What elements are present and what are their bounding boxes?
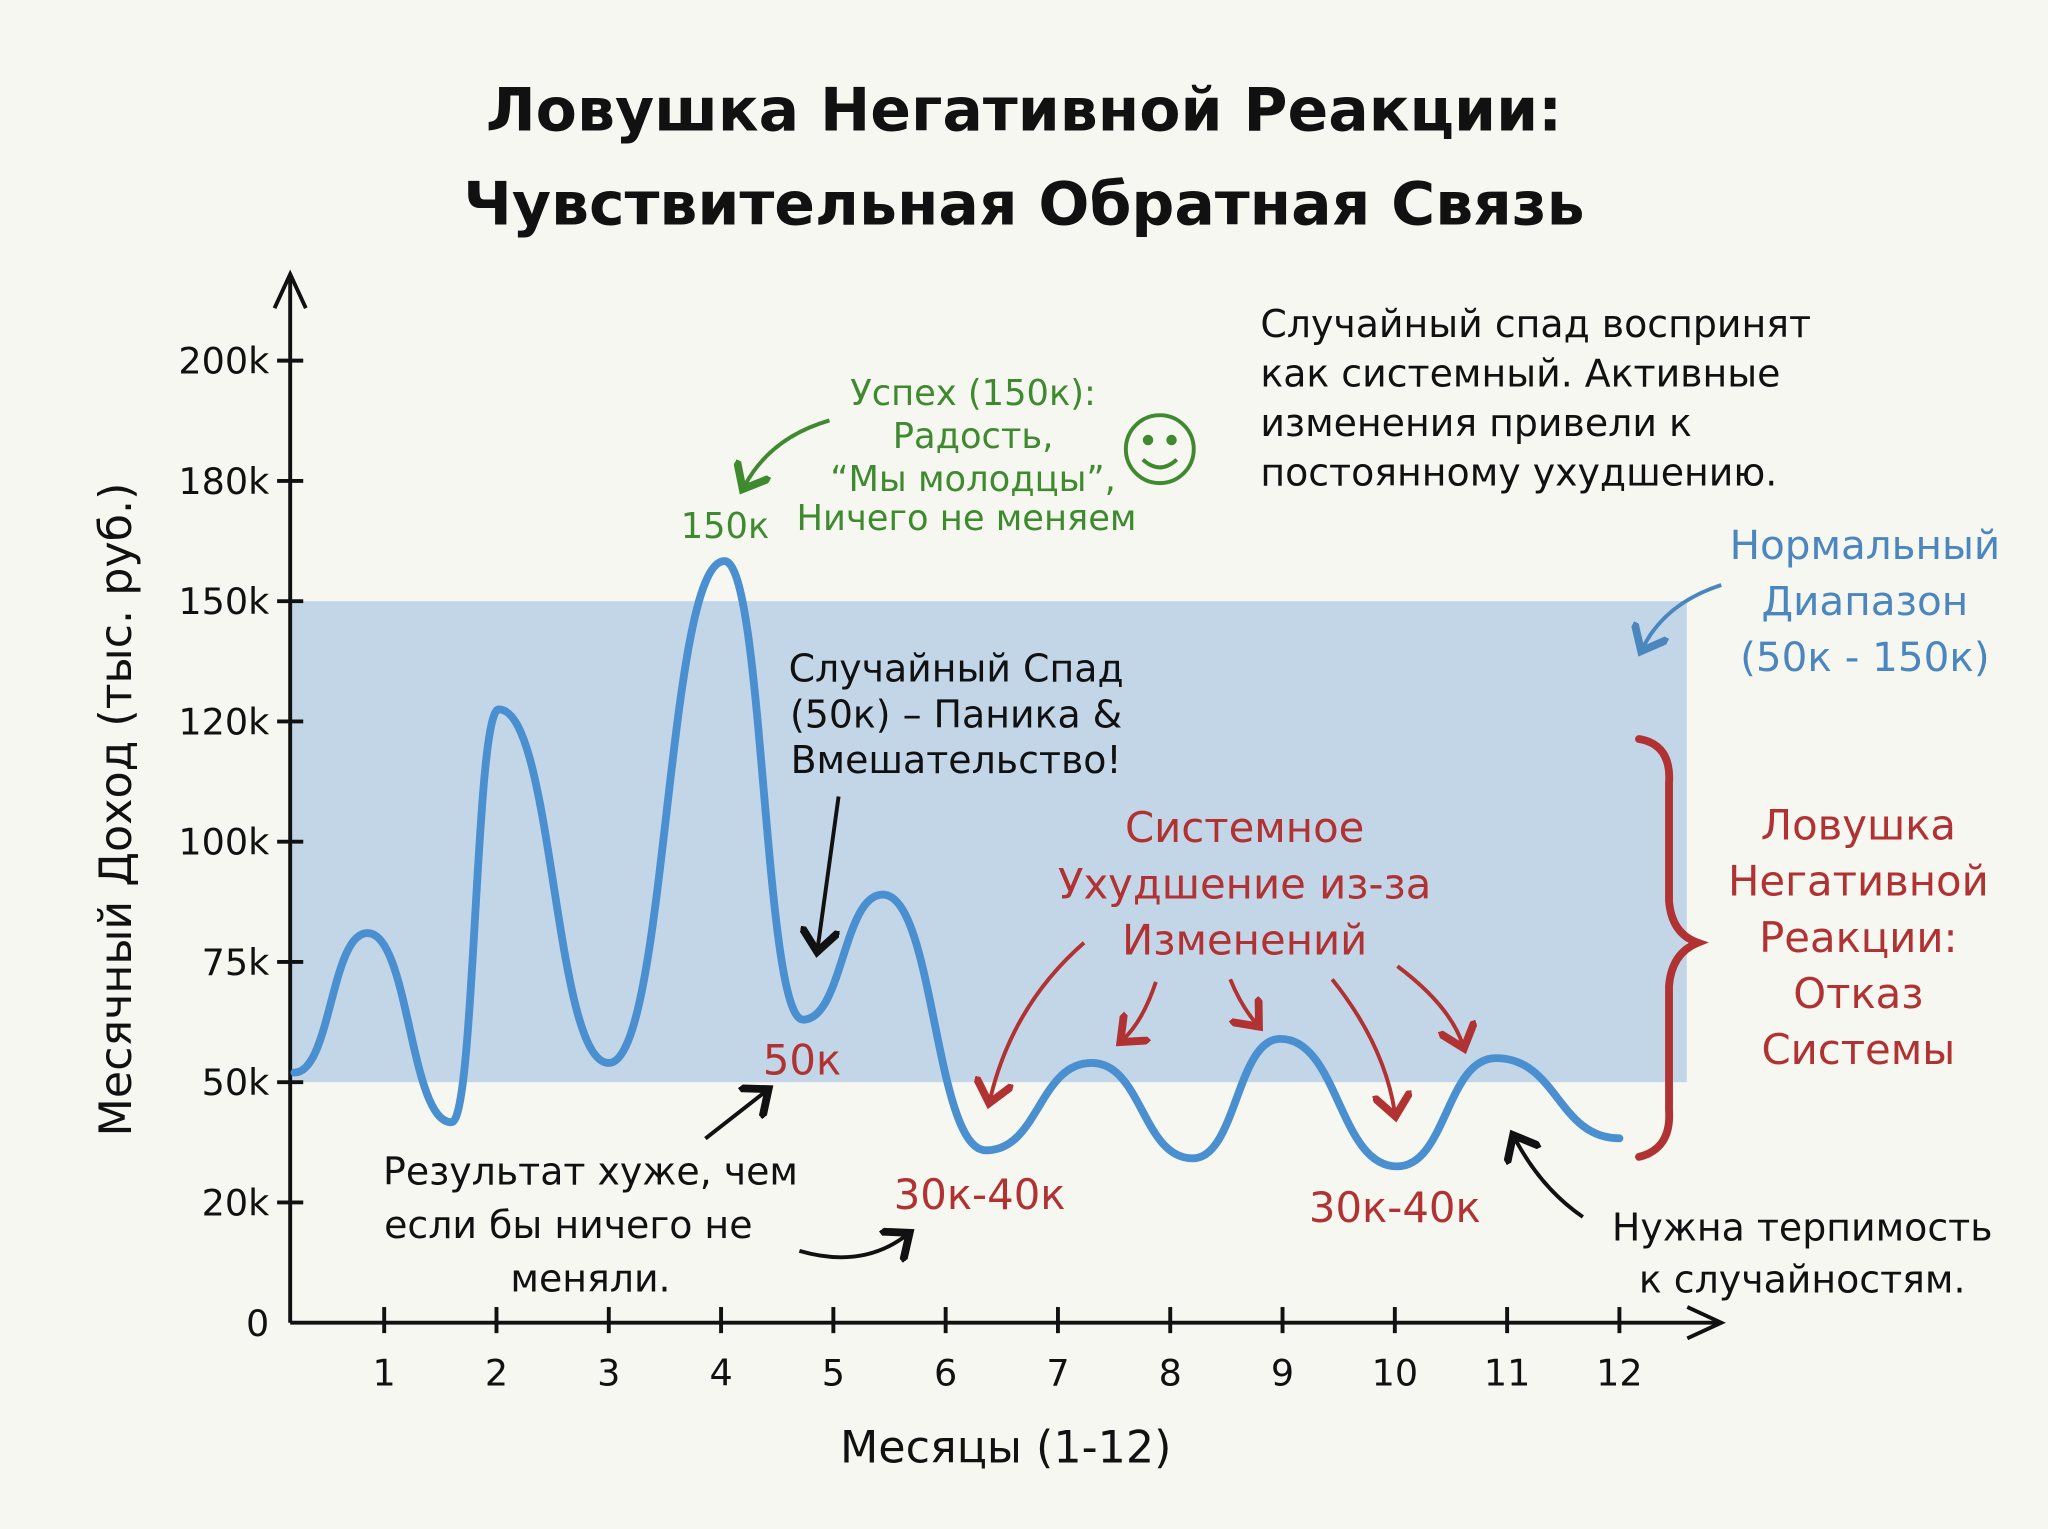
x-tick-label: 11 [1484,1351,1531,1394]
svg-text:Случайный Спад: Случайный Спад [789,647,1124,691]
smiley-icon [1123,413,1196,486]
x-tick-label: 6 [934,1351,957,1394]
y-tick-label: 120k [178,700,270,743]
svg-text:Нормальный: Нормальный [1730,521,2001,569]
svg-text:Системное: Системное [1125,803,1364,852]
svg-text:Нужна терпимость: Нужна терпимость [1612,1205,1993,1249]
svg-text:Ничего не меняем: Ничего не меняем [797,498,1137,539]
worse-arrow-up-icon [704,1092,765,1141]
y-tick-label: 0 [246,1302,269,1345]
x-tick-label: 12 [1596,1351,1643,1394]
svg-text:Системы: Системы [1761,1025,1955,1074]
svg-text:Результат хуже, чем: Результат хуже, чем [383,1149,798,1193]
trap-brace-icon [1635,735,1709,1161]
chart-title-line-1: Ловушка Негативной Реакции: [486,76,1562,146]
y-tick-label: 75k [202,941,271,984]
degradation-arrows-icon [990,941,1463,1113]
x-tick-label: 4 [709,1351,732,1394]
svg-text:Случайный спад воспринят: Случайный спад воспринят [1260,302,1811,346]
y-tick-label: 180k [178,460,270,503]
normal-range-band [290,601,1687,1083]
normal-range-arrow-icon [1643,583,1722,648]
x-tick-label: 9 [1271,1351,1294,1394]
svg-text:Ухудшение из-за: Ухудшение из-за [1058,859,1431,908]
x-tick-label: 7 [1046,1351,1069,1394]
svg-text:как системный. Активные: как системный. Активные [1260,351,1780,395]
tolerance-arrow-icon [1515,1139,1584,1219]
success-arrow-icon [745,418,830,485]
svg-text:Успех (150к):: Успех (150к): [850,373,1096,414]
y-tick-label: 50k [202,1061,271,1104]
dip-value-label: 50к [763,1036,841,1085]
peak-label: 150к [681,506,770,547]
svg-text:Диапазон: Диапазон [1762,577,1969,625]
y-tick-label: 200k [178,340,270,383]
svg-text:к случайностям.: к случайностям. [1639,1258,1966,1302]
random-dip-arrow-icon [818,796,841,947]
svg-text:Отказ: Отказ [1793,969,1923,1018]
chart-title-line-2: Чувствительная Обратная Связь [463,170,1584,240]
success-note: Успех (150к): Радость, “Мы молодцы”, Нич… [797,373,1137,539]
y-axis-label: Месячный Доход (тыс. руб.) [91,483,142,1137]
svg-text:Негативной: Негативной [1728,857,1989,906]
normal-range-note: Нормальный Диапазон (50к - 150к) [1730,521,2001,681]
y-tick-label: 100k [178,821,270,864]
degradation-note: Системное Ухудшение из-за Изменений [1058,803,1431,964]
random-dip-note: Случайный Спад (50к) – Паника & Вмешател… [789,647,1124,782]
axes [272,269,1726,1341]
svg-text:Изменений: Изменений [1122,915,1367,964]
svg-text:Вмешательство!: Вмешательство! [791,738,1122,782]
worse-note: Результат хуже, чем если бы ничего не ме… [383,1149,798,1300]
x-tick-label: 3 [597,1351,620,1394]
x-tick-label: 2 [485,1351,508,1394]
svg-text:Ловушка: Ловушка [1761,801,1956,850]
x-tick-label: 8 [1159,1351,1182,1394]
svg-text:Радость,: Радость, [893,416,1054,457]
x-tick-label: 10 [1372,1351,1419,1394]
svg-text:Реакции:: Реакции: [1759,913,1958,962]
trap-note: Ловушка Негативной Реакции: Отказ Систем… [1728,801,1989,1075]
y-tick-label: 20k [202,1181,271,1224]
summary-note: Случайный спад воспринят как системный. … [1260,302,1811,495]
svg-text:“Мы молодцы”,: “Мы молодцы”, [830,459,1116,500]
svg-text:(50к - 150к): (50к - 150к) [1740,633,1990,681]
series-line [290,557,1624,1171]
x-axis-arrow-icon [1686,1305,1726,1341]
x-tick-label: 1 [373,1351,396,1394]
svg-text:если бы ничего не: если бы ничего не [384,1203,752,1247]
svg-text:меняли.: меняли. [510,1256,670,1300]
x-axis-label: Месяцы (1-12) [840,1422,1171,1473]
y-tick-label: 150k [178,580,270,623]
y-axis-arrow-icon [272,269,308,309]
x-tick-label: 5 [822,1351,845,1394]
low-range-label-2: 30к-40к [1309,1183,1481,1232]
svg-text:постоянному ухудшению.: постоянному ухудшению. [1260,451,1777,495]
tolerance-note: Нужна терпимость к случайностям. [1612,1205,1993,1301]
svg-text:изменения привели к: изменения привели к [1260,401,1692,445]
svg-text:(50к) – Паника &: (50к) – Паника & [790,692,1122,736]
worse-arrow-right-icon [798,1235,906,1257]
low-range-label-1: 30к-40к [894,1170,1066,1219]
